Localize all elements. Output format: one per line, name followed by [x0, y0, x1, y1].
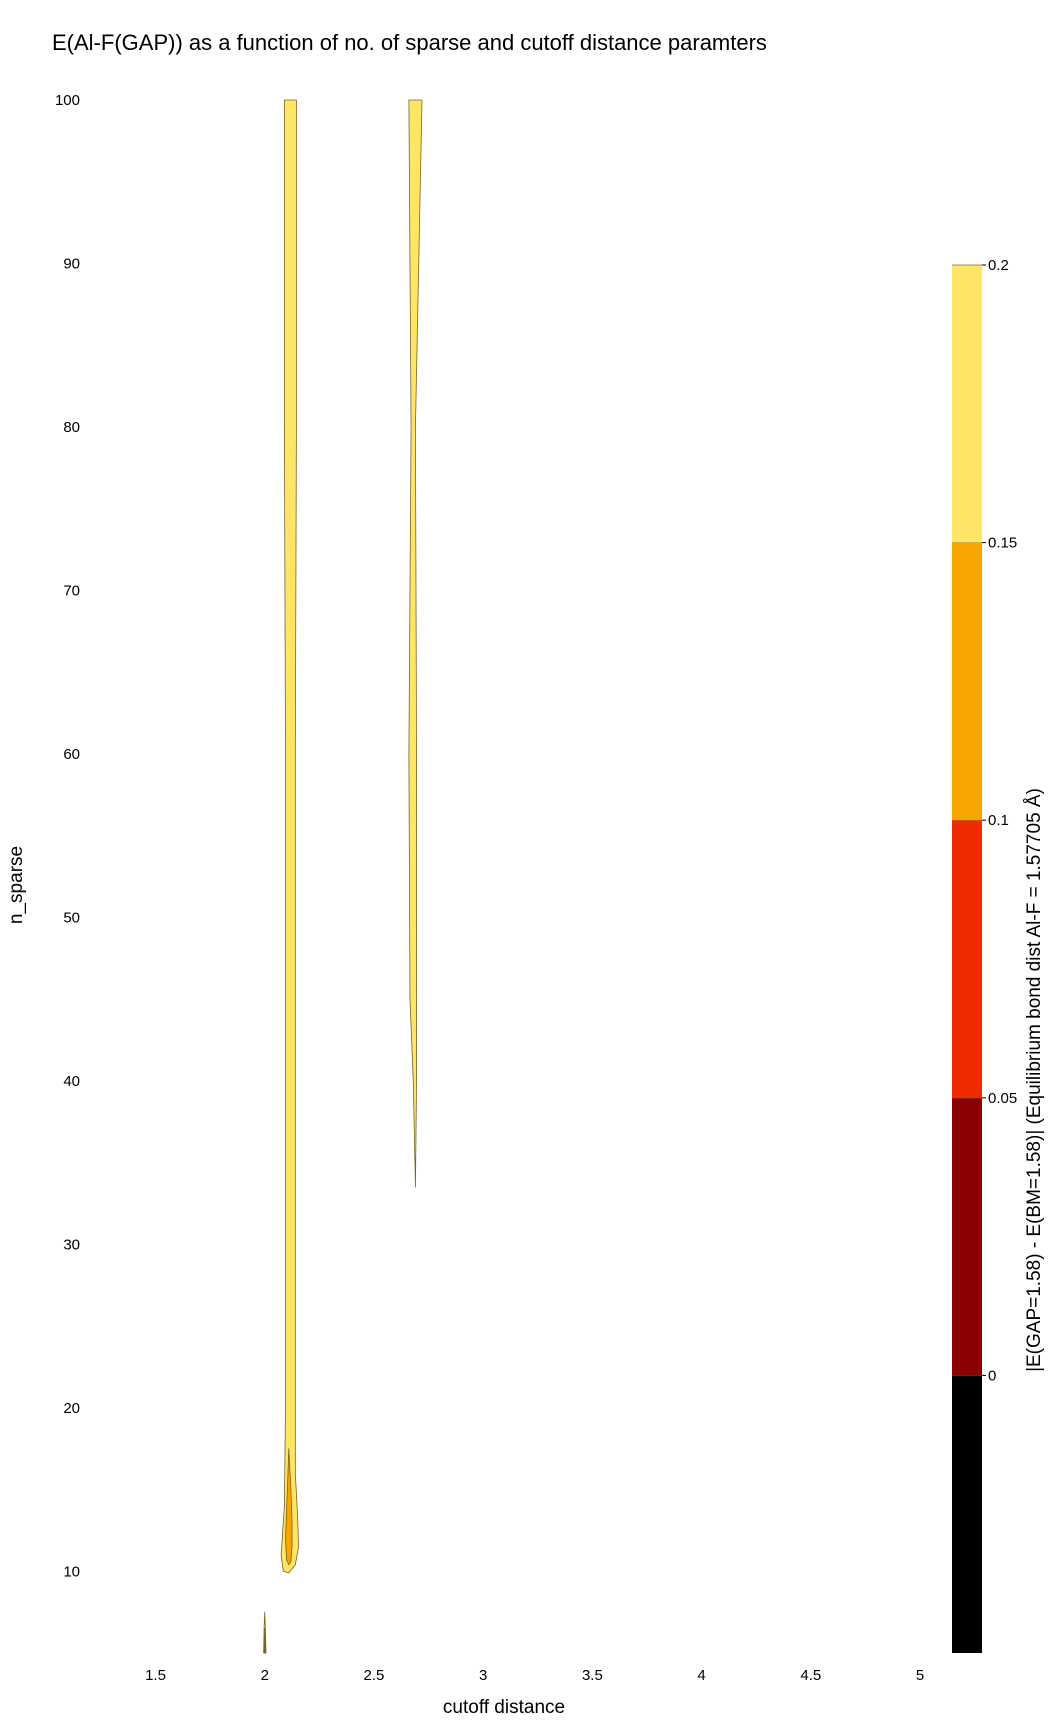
y-tick-label-6: 70 [63, 582, 80, 599]
y-tick-label-0: 10 [63, 1563, 80, 1580]
y-tick-label-1: 20 [63, 1400, 80, 1417]
contour-region-0 [280, 99, 299, 1574]
y-tick-label-7: 80 [63, 419, 80, 436]
contour-region-1 [285, 1448, 293, 1566]
colorbar-tick-label-2: 0.1 [988, 812, 1009, 829]
colorbar-tick-label-3: 0.15 [988, 535, 1017, 552]
colorbar-band-2 [952, 820, 982, 1098]
chart-title: E(Al-F(GAP)) as a function of no. of spa… [52, 30, 767, 55]
y-axis-label: n_sparse [6, 846, 27, 924]
y-tick-label-5: 60 [63, 746, 80, 763]
colorbar-band-1 [952, 1097, 982, 1376]
colorbar-tick-label-1: 0.05 [988, 1090, 1017, 1107]
x-tick-label-3: 3 [479, 1667, 487, 1684]
y-tick-label-9: 100 [55, 92, 80, 109]
contour-region-5 [263, 1641, 266, 1654]
colorbar: 0 0.05 0.1 0.15 0.2 [952, 257, 1017, 1653]
x-axis-label: cutoff distance [443, 1697, 565, 1718]
colorbar-band-4 [952, 265, 982, 543]
x-tick-label-6: 4.5 [800, 1667, 821, 1684]
y-tick-label-3: 40 [63, 1073, 80, 1090]
colorbar-band-0 [952, 1375, 982, 1653]
x-tick-label-2: 2.5 [364, 1667, 385, 1684]
plot-area [263, 99, 423, 1654]
x-tick-label-7: 5 [916, 1667, 924, 1684]
y-axis-ticks: 10 20 30 40 50 60 70 80 90 100 [55, 92, 80, 1580]
colorbar-label: |E(GAP=1.58) - E(BM=1.58)| (Equilibrium … [1024, 788, 1045, 1372]
contour-region-2 [408, 99, 423, 1188]
colorbar-tick-label-0: 0 [988, 1367, 996, 1384]
x-tick-label-5: 4 [697, 1667, 705, 1684]
x-tick-label-1: 2 [261, 1667, 269, 1684]
x-tick-label-0: 1.5 [145, 1667, 166, 1684]
y-tick-label-4: 50 [63, 909, 80, 926]
colorbar-band-3 [952, 542, 982, 821]
y-tick-label-2: 30 [63, 1236, 80, 1253]
x-axis-ticks: 1.5 2 2.5 3 3.5 4 4.5 5 [145, 1667, 924, 1684]
y-tick-label-8: 90 [63, 255, 80, 272]
colorbar-tick-label-4: 0.2 [988, 257, 1009, 274]
x-tick-label-4: 3.5 [582, 1667, 603, 1684]
